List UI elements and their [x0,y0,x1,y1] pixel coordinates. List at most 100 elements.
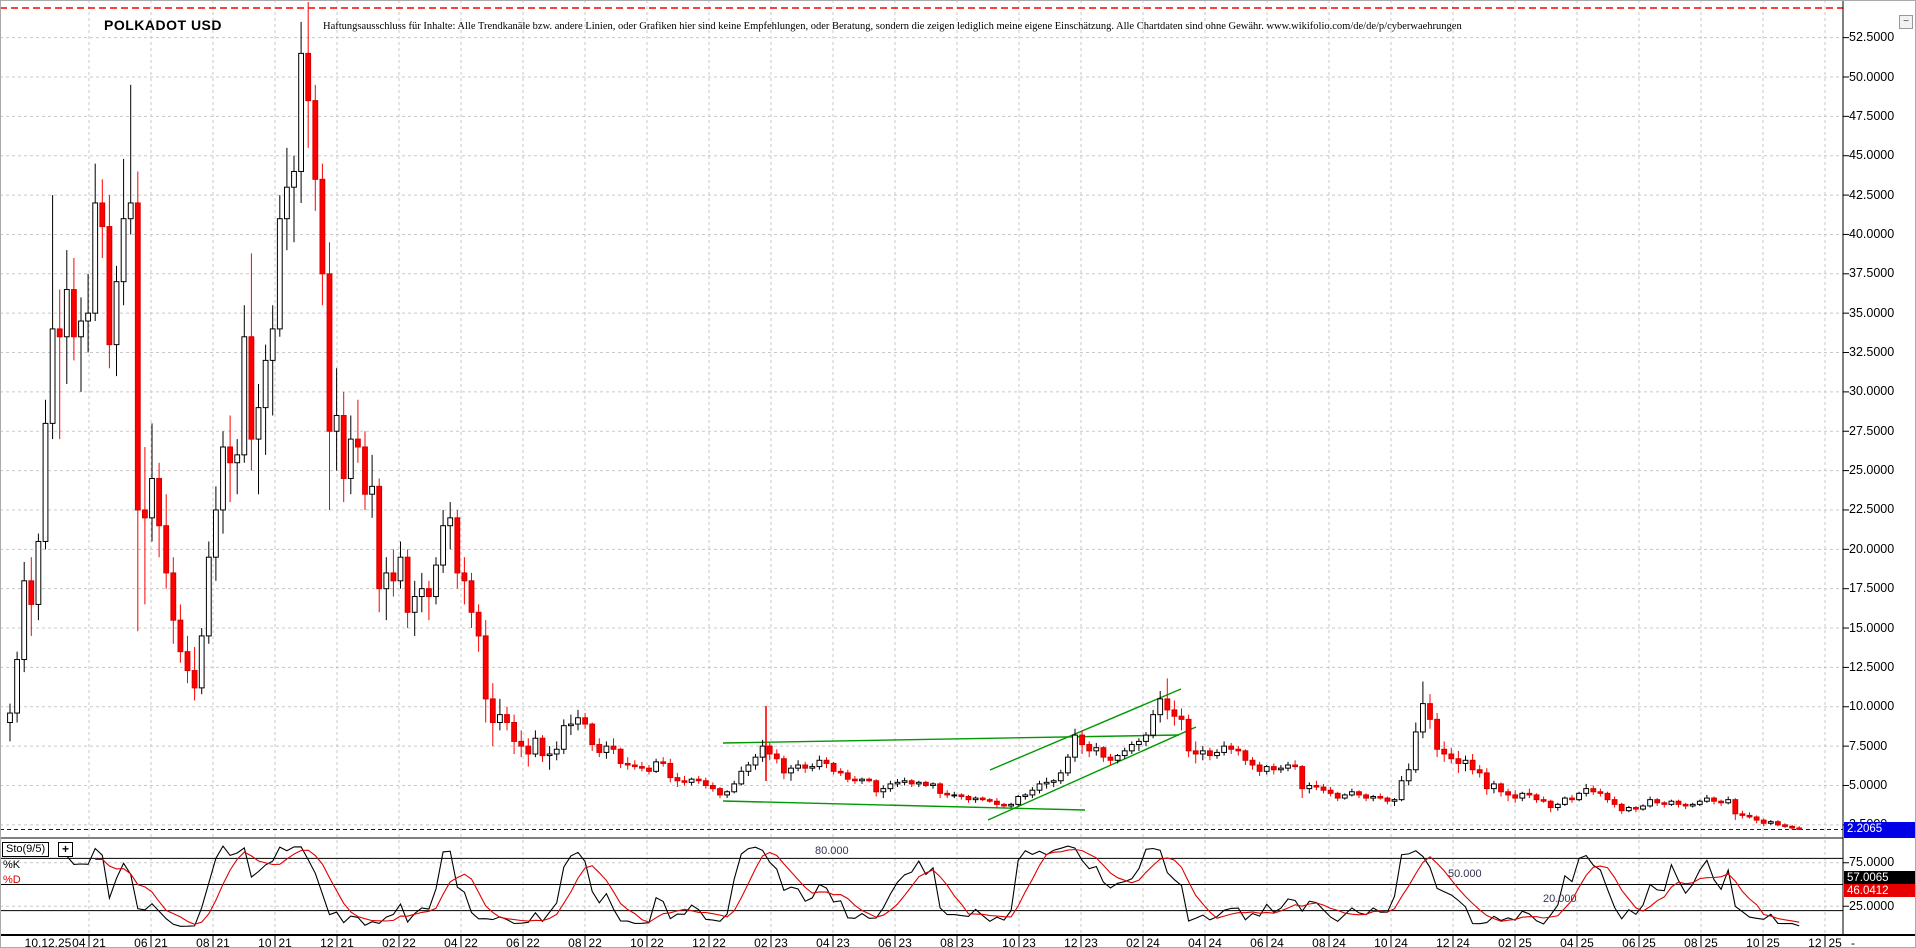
candle [1278,767,1284,771]
year-part: 21 [278,936,292,948]
candle [1753,816,1760,821]
candle [312,100,319,180]
candle [560,725,567,750]
candle [333,414,340,432]
stoch-k-label: %K [3,859,21,871]
month-part: 04 [1560,936,1574,948]
candle [482,635,489,700]
month-part: 08 [940,936,954,948]
candle [42,422,49,542]
time-axis-label: 06 23 [878,936,912,948]
candle [1519,792,1526,799]
minimize-button[interactable]: − [1899,15,1913,29]
stoch-axis-label: 25.0000 [1849,898,1895,913]
candle [1420,703,1426,733]
gridlines [0,0,1843,935]
candle [1654,799,1661,804]
candle [291,170,297,188]
candle [1640,805,1646,810]
indicator-name-box[interactable]: Sto(9/5) [2,842,50,857]
candle [120,218,127,283]
year-part: 25 [1642,936,1656,948]
candle [468,580,475,613]
price-axis-label: 37.5000 [1849,266,1895,281]
candle [1441,748,1448,755]
candle [795,764,802,769]
candle [1782,824,1788,827]
candle [1469,759,1476,771]
candle [1306,784,1313,790]
candle [1604,792,1611,801]
candle [1086,744,1093,752]
candle [227,446,233,464]
candle [177,619,184,653]
candle [383,572,390,590]
trendline-channel-lower [987,726,1197,821]
stoch-k-value-tag: 57.0065 [1844,871,1915,884]
time-axis-label: 02 22 [382,936,416,948]
stoch-level-80-label: 80.000 [815,845,849,857]
candle [1143,734,1149,742]
candle [14,659,20,714]
year-part: 23 [898,936,912,948]
candle [873,780,880,793]
candle [241,336,248,456]
candle [497,714,503,724]
time-axis-label: 02 25 [1498,936,1532,948]
candle [1349,791,1355,796]
candle [518,740,525,747]
candle [915,781,922,785]
stoch-d-value-tag: 46.0412 [1844,884,1915,897]
year-part: 25 [1704,936,1718,948]
candle [660,761,667,764]
candle [1675,800,1682,805]
candle [1483,772,1490,790]
candle [411,596,418,613]
candle [1171,709,1178,717]
candle [1547,800,1554,809]
candle [1136,740,1142,746]
candle [1029,789,1036,796]
time-axis-label: 08 22 [568,936,602,948]
candle [447,517,454,527]
candle [397,556,404,582]
month-part: 08 [196,936,210,948]
current-price-tag: 2.2065 [1844,822,1915,838]
candle [1121,750,1128,757]
month-part: 06 [878,936,892,948]
candle [1107,756,1114,761]
candle [582,717,589,725]
candle [1576,792,1582,801]
candle [1065,756,1071,774]
candle [1398,780,1405,801]
candle [362,446,368,495]
candle [731,783,738,793]
candle [1185,718,1192,752]
candle [1540,799,1547,802]
candle [617,748,624,764]
candle [1476,769,1483,774]
year-part: 25 [1580,936,1594,948]
candle [1789,825,1795,829]
month-part: 12 [1436,936,1450,948]
candle [340,414,347,479]
candle [1775,821,1781,826]
candle [752,756,759,766]
time-axis-label: 08 23 [940,936,974,948]
indicator-add-button[interactable]: + [58,842,73,857]
month-part: 06 [506,936,520,948]
time-axis-last-label: - [1851,936,1855,948]
candle [49,328,56,424]
candle [1100,747,1107,758]
year-part: 21 [92,936,106,948]
candle [390,572,397,582]
year-part: 22 [464,936,478,948]
candle [404,556,411,613]
candle [994,800,1000,805]
candle [717,788,723,796]
candle [63,289,70,338]
candle [461,572,468,582]
candle [1590,788,1597,793]
month-part: 04 [816,936,830,948]
year-part: 25 [1828,936,1842,948]
